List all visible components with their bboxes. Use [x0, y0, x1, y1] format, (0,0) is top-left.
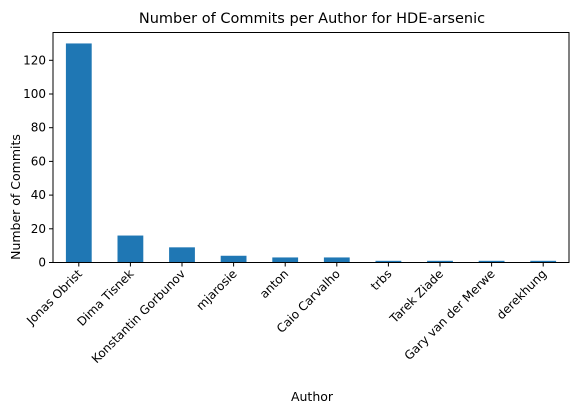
bar — [478, 260, 505, 263]
y-tick-label: 20 — [31, 222, 46, 236]
y-tick-label: 40 — [31, 188, 46, 202]
y-tick-label: 100 — [23, 87, 46, 101]
bar — [272, 257, 299, 263]
bars-group — [65, 43, 557, 263]
bar — [117, 235, 144, 263]
bar — [323, 257, 350, 263]
bar — [427, 260, 453, 263]
y-tick-label: 60 — [31, 154, 46, 168]
x-tick-label: derekhung — [494, 267, 549, 322]
bar — [65, 43, 92, 263]
x-tick-label: Konstantin Gorbunov — [89, 267, 188, 366]
y-ticks-group: 0 20 40 60 80 100 120 — [23, 53, 53, 270]
x-tick-label: Gary van der Merwe — [402, 267, 498, 363]
bar — [169, 247, 195, 263]
x-tick-label: anton — [257, 267, 291, 301]
bar — [530, 260, 557, 263]
x-axis-label: Author — [291, 389, 334, 404]
chart-title: Number of Commits per Author for HDE-ars… — [139, 11, 485, 27]
y-tick-label: 0 — [38, 256, 46, 270]
y-tick-label: 80 — [31, 121, 46, 135]
bar — [220, 255, 247, 263]
x-tick-label: mjarosie — [194, 267, 240, 313]
x-tick-label: trbs — [368, 267, 395, 294]
bar — [375, 260, 402, 263]
y-tick-label: 120 — [23, 53, 46, 67]
y-axis-label: Number of Commits — [8, 134, 23, 260]
plot-frame — [52, 32, 570, 263]
